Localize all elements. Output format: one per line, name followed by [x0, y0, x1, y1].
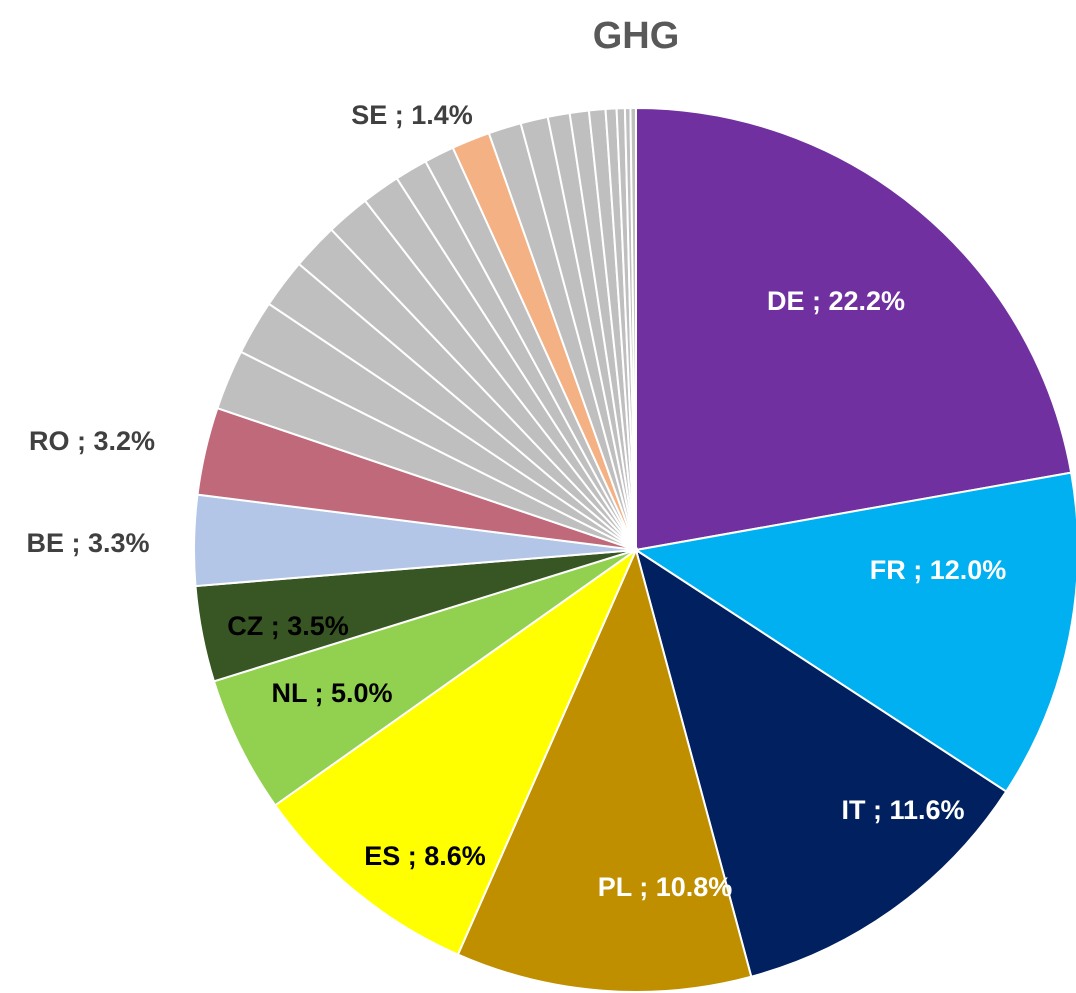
- data-label: ES ; 8.6%: [364, 841, 486, 871]
- data-label: SE ; 1.4%: [351, 100, 473, 130]
- data-label: IT ; 11.6%: [841, 795, 964, 825]
- data-labels: DE ; 22.2% FR ; 12.0% IT ; 11.6% PL ; 10.8%…: [26, 100, 1006, 902]
- pie-slice: [635, 106, 1073, 552]
- data-label: RO ; 3.2%: [29, 426, 155, 456]
- data-label: CZ ; 3.5%: [227, 611, 349, 641]
- pie: [193, 106, 1076, 993]
- data-label: BE ; 3.3%: [26, 528, 149, 558]
- chart-title: GHG: [593, 15, 680, 57]
- data-label: NL ; 5.0%: [271, 678, 392, 708]
- pie-slice: [634, 547, 1008, 978]
- data-label: PL ; 10.8%: [598, 872, 733, 902]
- pie-slice: [456, 547, 753, 993]
- data-label: FR ; 12.0%: [870, 555, 1007, 585]
- pie-slice: [629, 106, 637, 551]
- data-label: DE ; 22.2%: [767, 286, 905, 316]
- pie-slice: [273, 547, 639, 956]
